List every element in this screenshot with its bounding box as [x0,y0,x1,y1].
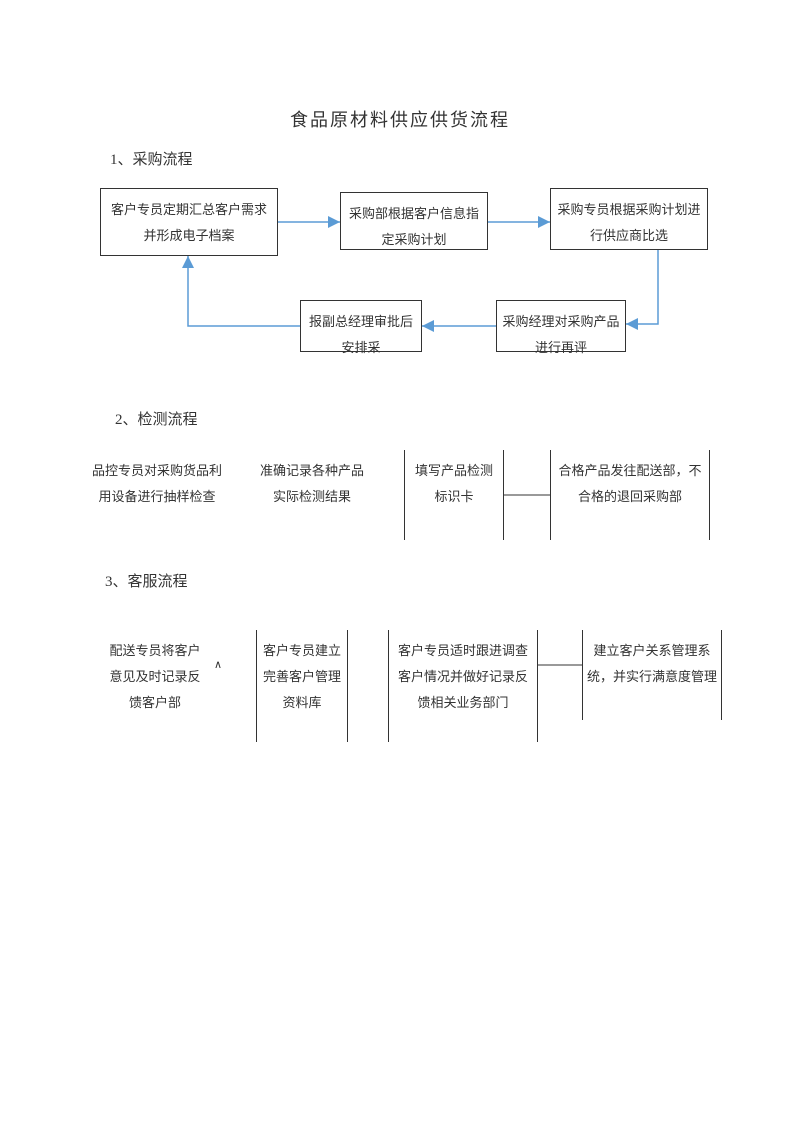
flow-node-fill-card: 填写产品检测标识卡 [404,450,504,540]
flow-node-followup: 客户专员适时跟进调查客户情况并做好记录反馈相关业务部门 [388,630,538,742]
arrow-icon [626,250,658,324]
section-1-heading: 1、采购流程 [110,148,193,169]
flow-node-delivery-feedback: 配送专员将客户意见及时记录反馈客户部 [100,630,210,742]
section-2-heading: 2、检测流程 [115,408,198,429]
flow-node-re-evaluate: 采购经理对采购产品进行再评 [496,300,626,352]
flow-node-qc-sample: 品控专员对采购货品利用设备进行抽样检查 [82,450,232,540]
flow-node-approve-arrange: 报副总经理审批后安排采 [300,300,422,352]
page-title: 食品原材料供应供货流程 [290,106,510,132]
flow-node-record-result: 准确记录各种产品实际检测结果 [252,450,372,540]
flow-node-supplier-select: 采购专员根据采购计划进行供应商比选 [550,188,708,250]
section-3-heading: 3、客服流程 [105,570,188,591]
flow-node-purchase-plan: 采购部根据客户信息指定采购计划 [340,192,488,250]
flowchart-arrows: ∧ [0,0,800,1131]
flow-node-collect-demand: 客户专员定期汇总客户需求并形成电子档案 [100,188,278,256]
caret-icon: ∧ [214,659,222,671]
arrow-icon [188,256,300,326]
flow-node-dispatch: 合格产品发往配送部，不合格的退回采购部 [550,450,710,540]
flow-node-customer-db: 客户专员建立完善客户管理资料库 [256,630,348,742]
flow-node-crm: 建立客户关系管理系统，并实行满意度管理 [582,630,722,720]
